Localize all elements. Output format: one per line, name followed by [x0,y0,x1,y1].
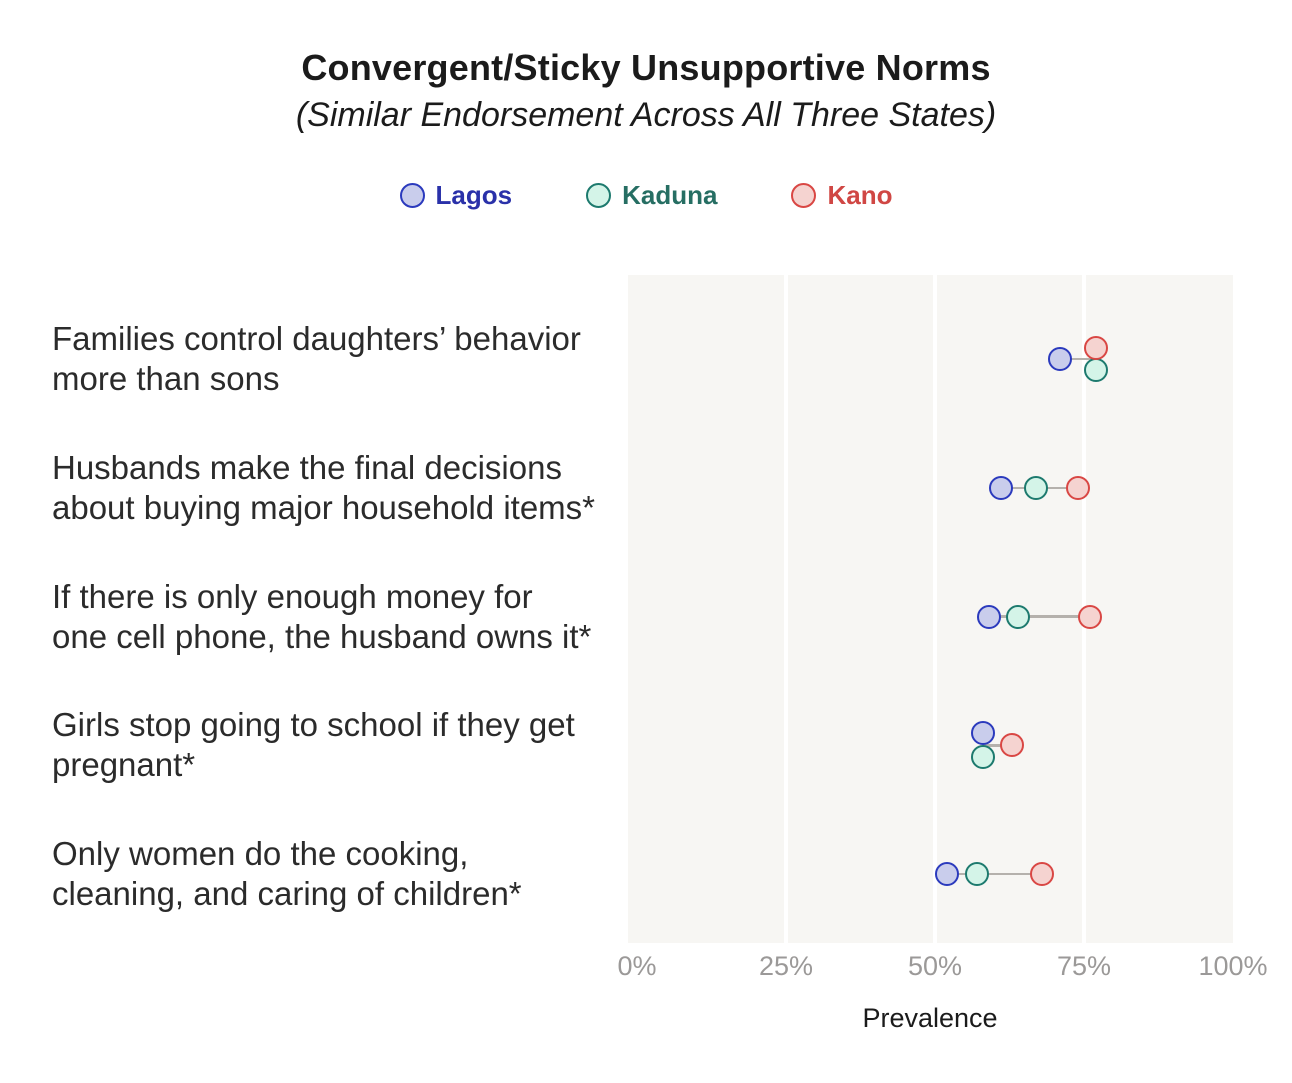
legend: Lagos Kaduna Kano [0,180,1292,211]
category-label-line: If there is only enough money for [52,577,533,615]
x-axis-title: Prevalence [862,1003,998,1033]
x-tick-label-0: 0% [617,951,657,981]
category-label-line: cleaning, and caring of children* [52,875,522,912]
category-label-line: Girls stop going to school if they get [52,706,575,744]
chart-subtitle: (Similar Endorsement Across All Three St… [295,96,997,134]
plot-panel [628,275,1233,943]
data-point-kaduna-row-1 [1083,358,1108,382]
legend-label-kano: Kano [827,180,893,210]
data-point-lagos-row-1 [1048,347,1073,371]
data-point-lagos-row-5 [934,862,959,886]
category-label-line: more than sons [52,360,280,397]
category-label-line: Families control daughters’ behavior [52,320,581,357]
data-point-kano-row-1 [1083,336,1108,360]
data-point-kaduna-row-4 [970,745,995,770]
x-tick-label-100: 100% [1198,951,1268,981]
data-point-kano-row-5 [1030,862,1055,886]
category-label-2: Husbands make the final decisions about b… [52,448,630,528]
legend-swatch-circle-icon-kano [791,183,817,208]
category-label-line: Husbands make the final decisions [52,448,562,486]
connector-line-row-1 [1060,357,1096,361]
connector-line-row-3 [988,615,1090,618]
data-point-lagos-row-2 [988,475,1013,500]
connector-line-row-4 [982,744,1013,747]
category-label-1: Families control daughters’ behavior more… [52,319,630,399]
x-tick-label-75: 75% [1056,951,1112,981]
category-label-5: Only women do the cooking, cleaning, and … [52,834,630,914]
category-label-line: one cell phone, the husband owns it* [52,617,592,655]
category-label-line: pregnant* [52,746,196,784]
gridline-25pct [784,275,788,943]
data-point-kaduna-row-3 [1006,604,1031,629]
legend-swatch-circle-icon-kaduna [586,183,612,208]
data-point-lagos-row-4 [970,721,995,746]
data-point-kaduna-row-5 [964,862,989,886]
data-point-kaduna-row-2 [1024,475,1049,500]
data-point-lagos-row-3 [976,604,1001,629]
legend-item-lagos: Lagos [399,180,513,211]
category-label-line: about buying major household items* [52,488,596,526]
gridline-50pct [933,275,937,943]
chart-title: Convergent/Sticky Unsupportive Norms [301,47,991,88]
legend-label-lagos: Lagos [435,180,513,210]
legend-swatch-circle-icon-lagos [399,183,425,208]
x-tick-label-50: 50% [907,951,963,981]
category-label-3: If there is only enough money for one cel… [52,577,630,657]
data-point-kano-row-2 [1066,475,1091,500]
x-tick-label-25: 25% [758,951,814,981]
legend-item-kaduna: Kaduna [586,180,717,211]
data-point-kano-row-4 [1000,733,1025,758]
category-label-line: Only women do the cooking, [52,835,469,872]
data-point-kano-row-3 [1077,604,1102,629]
legend-label-kaduna: Kaduna [622,180,718,210]
connector-line-row-5 [946,872,1043,876]
category-label-4: Girls stop going to school if they get pr… [52,705,630,785]
legend-item-kano: Kano [791,180,892,211]
